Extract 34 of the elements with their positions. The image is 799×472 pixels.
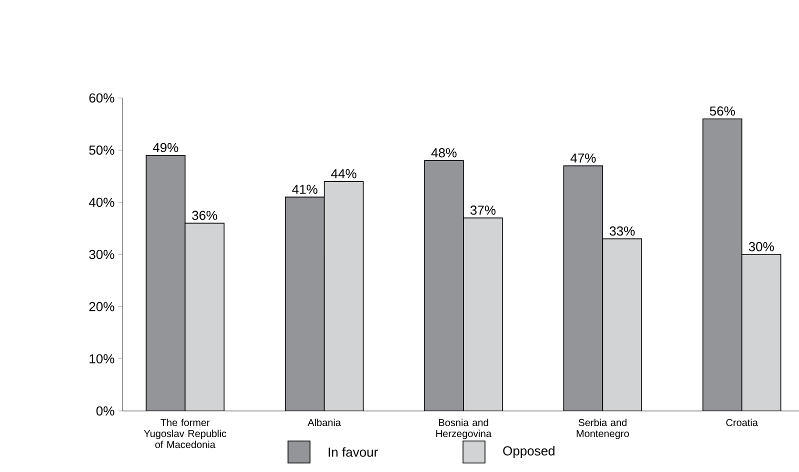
bar	[702, 118, 742, 411]
bar	[424, 160, 464, 411]
data-label: 41%	[292, 184, 318, 194]
bar	[563, 165, 604, 411]
y-tick-label: 40%	[88, 198, 114, 207]
data-label: 30%	[748, 242, 774, 252]
x-tick-label: Albania	[308, 418, 341, 426]
legend-label: Opposed	[503, 446, 554, 458]
data-label: 44%	[331, 169, 356, 178]
data-label: 48%	[431, 148, 457, 158]
bar	[184, 222, 224, 411]
data-label: 56%	[710, 106, 735, 116]
legend-label: In favour	[328, 447, 378, 457]
y-tick-label: 60%	[89, 93, 114, 103]
x-tick-label: Croatia	[726, 418, 758, 426]
y-tick-label: 20%	[89, 302, 114, 312]
bar	[602, 238, 642, 411]
y-tick-label: 30%	[89, 250, 114, 260]
data-label: 36%	[192, 210, 218, 220]
data-label: 49%	[152, 142, 178, 152]
x-tick-label: Bosnia and Herzegovina	[436, 418, 492, 440]
y-tick-label: 50%	[89, 146, 114, 155]
data-label: 37%	[470, 206, 496, 215]
bar	[146, 154, 186, 411]
data-label: 33%	[610, 226, 635, 236]
bar	[284, 196, 325, 411]
bar	[324, 181, 364, 411]
data-label: 47%	[570, 153, 596, 163]
y-tick-label: 0%	[96, 406, 114, 416]
bar	[463, 218, 503, 411]
x-tick-label: Serbia and Montenegro	[576, 418, 629, 440]
y-tick-label: 10%	[90, 354, 114, 364]
bar	[741, 254, 782, 411]
x-tick-label: The former Yugoslav Republic of Macedonia	[144, 418, 226, 448]
